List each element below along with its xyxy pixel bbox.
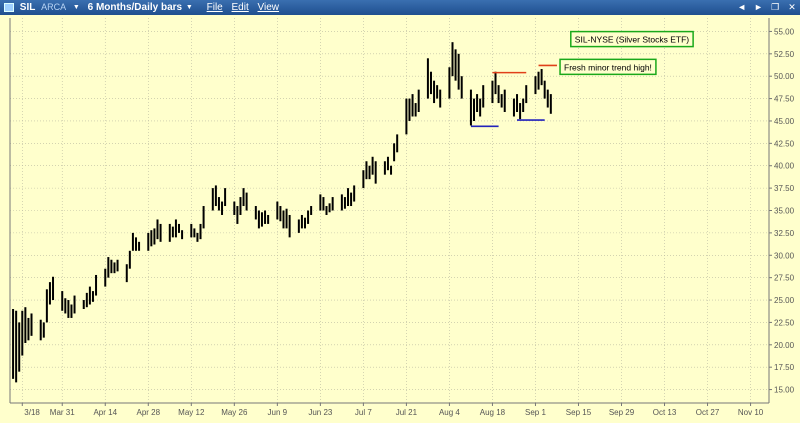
window-controls: ◄ ► ❐ ✕ bbox=[734, 1, 798, 14]
x-tick-label: Apr 14 bbox=[93, 408, 117, 417]
x-tick-label: May 12 bbox=[178, 408, 205, 417]
restore-icon[interactable]: ❐ bbox=[771, 2, 780, 12]
y-tick-label: 52.50 bbox=[774, 50, 795, 59]
menu-edit[interactable]: Edit bbox=[231, 2, 249, 13]
y-tick-label: 32.50 bbox=[774, 229, 795, 238]
chart-title-label: SIL-NYSE (Silver Stocks ETF) bbox=[575, 35, 689, 45]
exchange-label: ARCA bbox=[41, 2, 67, 12]
x-tick-label: Sep 1 bbox=[525, 408, 546, 417]
chart-app-icon bbox=[4, 3, 14, 12]
x-tick-label: Mar 31 bbox=[50, 408, 75, 417]
y-tick-label: 50.00 bbox=[774, 72, 795, 81]
y-tick-label: 45.00 bbox=[774, 117, 795, 126]
forward-arrow-icon[interactable]: ► bbox=[753, 2, 763, 12]
x-tick-label: Jun 9 bbox=[268, 408, 288, 417]
price-chart: 15.00 17.50 20.00 22.50 25.00 27.50 30.00 32.50… bbox=[0, 15, 800, 423]
chart-title-box bbox=[570, 30, 694, 48]
title-bar: SIL ARCA ▼ 6 Months/Daily bars ▼ File Ed… bbox=[0, 0, 800, 15]
x-tick-label: Oct 27 bbox=[696, 408, 720, 417]
close-icon[interactable]: ✕ bbox=[788, 2, 796, 12]
y-tick-label: 47.50 bbox=[774, 95, 795, 104]
annotation-box bbox=[559, 58, 657, 76]
y-tick-label: 17.50 bbox=[774, 363, 795, 372]
y-tick-label: 37.50 bbox=[774, 184, 795, 193]
x-tick-label: Nov 10 bbox=[738, 408, 764, 417]
chart-background bbox=[0, 15, 800, 423]
x-tick-label: Aug 18 bbox=[480, 408, 506, 417]
menu-file[interactable]: File bbox=[206, 2, 223, 13]
y-tick-label: 27.50 bbox=[774, 274, 795, 283]
y-tick-label: 42.50 bbox=[774, 139, 795, 148]
y-tick-label: 22.50 bbox=[774, 318, 795, 327]
symbol-label[interactable]: SIL bbox=[19, 2, 36, 13]
x-tick-label: Jun 23 bbox=[308, 408, 333, 417]
y-tick-label: 40.00 bbox=[774, 162, 795, 171]
y-tick-label: 25.00 bbox=[774, 296, 795, 305]
x-tick-label: 3/18 bbox=[24, 408, 40, 417]
x-tick-label: Sep 15 bbox=[566, 408, 592, 417]
annotation-label: Fresh minor trend high! bbox=[564, 62, 652, 72]
back-arrow-icon[interactable]: ◄ bbox=[737, 2, 747, 12]
x-tick-label: Apr 28 bbox=[136, 408, 160, 417]
x-tick-label: Sep 29 bbox=[609, 408, 635, 417]
period-label[interactable]: 6 Months/Daily bars bbox=[87, 2, 183, 13]
x-tick-label: May 26 bbox=[221, 408, 248, 417]
period-dropdown-icon[interactable]: ▼ bbox=[185, 4, 193, 11]
menu-view[interactable]: View bbox=[257, 2, 280, 13]
y-tick-label: 35.00 bbox=[774, 207, 795, 216]
y-tick-label: 30.00 bbox=[774, 251, 795, 260]
y-tick-label: 55.00 bbox=[774, 27, 795, 36]
symbol-dropdown-icon[interactable]: ▼ bbox=[72, 4, 80, 11]
y-tick-label: 15.00 bbox=[774, 386, 795, 395]
x-tick-label: Aug 4 bbox=[439, 408, 460, 417]
x-tick-label: Jul 21 bbox=[396, 408, 418, 417]
y-tick-label: 20.00 bbox=[774, 341, 795, 350]
x-tick-label: Jul 7 bbox=[355, 408, 372, 417]
x-tick-label: Oct 13 bbox=[653, 408, 677, 417]
